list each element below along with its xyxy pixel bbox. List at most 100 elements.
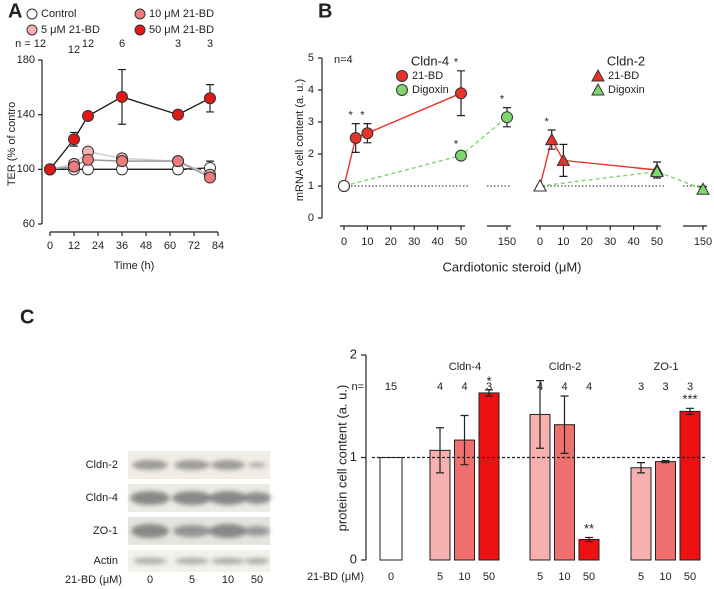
x-tick-label: 72	[188, 240, 200, 252]
group-title: ZO-1	[653, 361, 678, 373]
x-tick-label: 5	[638, 571, 644, 583]
x-tick-label: 12	[68, 240, 80, 252]
n-value: 4	[437, 381, 443, 393]
legend-label: 50 μM 21-BD	[149, 24, 214, 36]
legend-marker	[26, 24, 38, 36]
x-tick-label: 0	[47, 240, 53, 252]
x-tick-label: 50	[684, 571, 696, 583]
legend-marker	[591, 82, 605, 96]
marker	[44, 163, 56, 176]
subplot-title: Cldn-4	[411, 53, 449, 68]
legend-marker	[26, 8, 38, 20]
marker	[650, 164, 664, 178]
subplot-title: Cldn-2	[607, 53, 645, 68]
x-tick-label: 30	[408, 236, 420, 248]
bar	[655, 461, 676, 561]
legend-marker	[591, 68, 605, 82]
n-value: 3	[638, 381, 644, 393]
marker	[68, 133, 80, 146]
error-bar	[686, 407, 694, 416]
n-label: 12	[68, 44, 80, 56]
x-tick-label: 5	[437, 571, 443, 583]
panel-label: C	[20, 306, 34, 328]
x-axis-title: 21-BD (μM)	[307, 571, 364, 583]
legend-label: Digoxin	[412, 84, 449, 96]
error-bar	[436, 427, 444, 474]
x-tick-label: 40	[627, 236, 639, 248]
error-bar	[485, 389, 493, 397]
panel-label: B	[318, 0, 332, 22]
series-line	[539, 137, 658, 187]
significance: *	[500, 94, 505, 106]
y-tick-label: 180	[17, 54, 35, 66]
x-tick-label: 48	[140, 240, 152, 252]
marker	[116, 155, 128, 168]
series-line	[343, 92, 462, 187]
blot-row-label: ZO-1	[93, 525, 118, 537]
blot-dose: 5	[189, 574, 195, 586]
marker	[204, 92, 216, 105]
x-tick-label: 36	[116, 240, 128, 252]
n-value: 4	[461, 381, 467, 393]
y-tick-label: 0	[350, 551, 357, 566]
bar	[578, 539, 600, 561]
x-tick-label: 150	[498, 236, 516, 248]
y-tick-label: 60	[23, 218, 35, 230]
n-label: 12	[82, 38, 94, 50]
marker	[501, 111, 513, 124]
marker	[116, 90, 128, 103]
n-value: 4	[561, 381, 567, 393]
legend-label: Digoxin	[608, 84, 645, 96]
error-bar	[637, 462, 645, 474]
n-label: n = 12	[15, 38, 46, 50]
significance: ***	[682, 392, 697, 407]
y-tick-label: 3	[308, 116, 314, 128]
marker	[204, 171, 216, 184]
x-axis-title: Time (h)	[114, 260, 155, 272]
y-tick-label: 0	[308, 212, 314, 224]
marker	[455, 87, 467, 100]
significance: *	[360, 110, 365, 122]
marker	[533, 178, 547, 192]
x-tick-label: 50	[483, 571, 495, 583]
n-label: 6	[119, 38, 125, 50]
y-tick-label: 4	[308, 84, 314, 96]
x-tick-label: 30	[604, 236, 616, 248]
y-tick-label: 2	[308, 148, 314, 160]
y-axis-title: TER (% of contro	[6, 102, 18, 186]
marker	[556, 153, 571, 166]
marker	[455, 149, 467, 162]
n-label: n=	[351, 381, 364, 393]
bar	[679, 410, 701, 561]
blot-dose: 0	[147, 574, 153, 586]
marker	[82, 110, 94, 123]
x-tick-label: 0	[341, 236, 347, 248]
n-label: 3	[175, 38, 181, 50]
significance: *	[486, 373, 491, 388]
legend-marker	[134, 8, 146, 20]
marker	[349, 132, 362, 144]
significance: *	[545, 116, 550, 128]
marker	[544, 132, 559, 146]
error-bar	[585, 536, 593, 543]
x-tick-label: 84	[212, 240, 224, 252]
n-value: 3	[687, 381, 693, 393]
panel-label: A	[8, 0, 22, 22]
blot-dose: 10	[222, 574, 234, 586]
y-tick-label: 5	[308, 52, 314, 64]
bar	[379, 457, 403, 561]
x-tick-label: 50	[455, 236, 467, 248]
marker	[172, 155, 184, 168]
x-tick-label: 150	[694, 236, 712, 248]
x-tick-label: 60	[164, 240, 176, 252]
error-bar	[560, 395, 569, 454]
legend-marker	[396, 70, 408, 82]
blot-dose-title: 21-BD (μM)	[65, 574, 122, 586]
x-tick-label: 50	[651, 236, 663, 248]
x-tick-label: 5	[537, 571, 543, 583]
marker	[361, 127, 374, 140]
legend-label: 10 μM 21-BD	[149, 8, 214, 20]
y-tick-label: 1	[308, 180, 314, 192]
x-tick-label: 10	[361, 236, 373, 248]
legend-label: 21-BD	[608, 70, 639, 82]
